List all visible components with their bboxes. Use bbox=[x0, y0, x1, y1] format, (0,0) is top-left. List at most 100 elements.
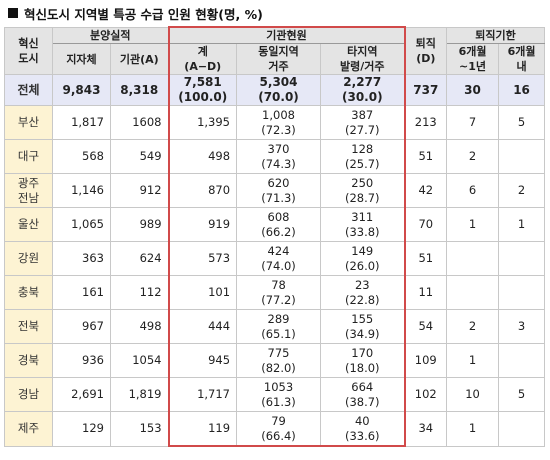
cell-agency-a: 498 bbox=[109, 309, 170, 344]
cell-same-pct: (74.0) bbox=[261, 258, 296, 273]
header-same-region-text: 동일지역 거주 bbox=[258, 45, 299, 73]
header-total-text: 계 (A−D) bbox=[184, 45, 222, 73]
cell-local-gov: 161 bbox=[52, 275, 111, 310]
header-within-six-text: 6개월 내 bbox=[507, 45, 536, 73]
cell-local-gov: 2,691 bbox=[52, 377, 111, 412]
cell-within-six bbox=[498, 139, 546, 174]
header-region-text: 혁신 도시 bbox=[18, 36, 39, 65]
cell-region: 전북 bbox=[4, 309, 53, 344]
cell-resigned: 54 bbox=[404, 309, 448, 344]
cell-region: 제주 bbox=[4, 411, 53, 447]
table-row: 울산 1,065 989 919 608 (66.2) 311 (33.8) 70 1 1 bbox=[4, 207, 546, 242]
cell-other-pct: (26.0) bbox=[344, 258, 380, 273]
cell-region: 대구 bbox=[4, 139, 53, 174]
cell-same-pct: (74.3) bbox=[261, 156, 296, 171]
total-total-val: 7,581 bbox=[183, 75, 222, 90]
cell-same-pct: (82.0) bbox=[261, 360, 296, 375]
cell-six-to-one bbox=[446, 275, 500, 310]
cell-total: 119 bbox=[167, 411, 238, 447]
cell-other-pct: (34.9) bbox=[344, 326, 380, 341]
table-row: 충북 161 112 101 78 (77.2) 23 (22.8) 11 bbox=[4, 275, 546, 310]
header-agency-a: 기관(A) bbox=[109, 43, 170, 75]
cell-six-to-one: 6 bbox=[446, 173, 500, 208]
cell-other-region: 23 (22.8) bbox=[320, 275, 406, 310]
cell-total: 919 bbox=[167, 207, 238, 242]
total-six-to-one: 30 bbox=[446, 74, 500, 106]
cell-local-gov: 936 bbox=[52, 343, 111, 378]
cell-region: 경남 bbox=[4, 377, 53, 412]
table-row: 제주 129 153 119 79 (66.4) 40 (33.6) 34 1 bbox=[4, 411, 546, 447]
total-region: 전체 bbox=[4, 74, 53, 106]
cell-agency-a: 112 bbox=[109, 275, 170, 310]
cell-other-pct: (18.0) bbox=[344, 360, 380, 375]
cell-within-six: 2 bbox=[498, 173, 546, 208]
cell-same-pct: (77.2) bbox=[261, 292, 296, 307]
cell-same-val: 78 bbox=[271, 277, 286, 292]
cell-within-six: 5 bbox=[498, 105, 546, 140]
total-total-pct: (100.0) bbox=[178, 90, 228, 104]
cell-total: 573 bbox=[167, 241, 238, 276]
cell-agency-a: 549 bbox=[109, 139, 170, 174]
cell-region: 부산 bbox=[4, 105, 53, 140]
cell-same-pct: (65.1) bbox=[261, 326, 296, 341]
table-row: 경남 2,691 1,819 1,717 1053 (61.3) 664 (38.7) 102 1… bbox=[4, 377, 546, 412]
cell-total: 498 bbox=[167, 139, 238, 174]
cell-total: 101 bbox=[167, 275, 238, 310]
cell-same-pct: (61.3) bbox=[261, 394, 296, 409]
cell-other-pct: (22.8) bbox=[344, 292, 380, 307]
cell-agency-a: 1608 bbox=[109, 105, 170, 140]
cell-other-region: 155 (34.9) bbox=[320, 309, 406, 344]
cell-total: 1,717 bbox=[167, 377, 238, 412]
table-row: 경북 936 1054 945 775 (82.0) 170 (18.0) 109 1 bbox=[4, 343, 546, 378]
cell-agency-a: 989 bbox=[109, 207, 170, 242]
cell-same-val: 608 bbox=[267, 209, 290, 224]
cell-other-region: 250 (28.7) bbox=[320, 173, 406, 208]
cell-six-to-one: 7 bbox=[446, 105, 500, 140]
cell-resigned: 51 bbox=[404, 139, 448, 174]
cell-six-to-one: 1 bbox=[446, 207, 500, 242]
cell-within-six: 1 bbox=[498, 207, 546, 242]
cell-resigned: 11 bbox=[404, 275, 448, 310]
cell-other-val: 311 bbox=[351, 209, 374, 224]
table-row: 부산 1,817 1608 1,395 1,008 (72.3) 387 (27.7) 213 7… bbox=[4, 105, 546, 140]
cell-total: 870 bbox=[167, 173, 238, 208]
cell-resigned: 213 bbox=[404, 105, 448, 140]
cell-same-val: 1053 bbox=[263, 379, 294, 394]
cell-same-region: 78 (77.2) bbox=[236, 275, 322, 310]
total-agency-a: 8,318 bbox=[109, 74, 170, 106]
total-total: 7,581 (100.0) bbox=[167, 74, 238, 106]
cell-local-gov: 967 bbox=[52, 309, 111, 344]
header-other-region: 타지역 발령/거주 bbox=[320, 43, 406, 75]
header-resign-period-group: 퇴직기한 bbox=[446, 26, 546, 44]
cell-local-gov: 1,817 bbox=[52, 105, 111, 140]
header-six-to-one-text: 6개월 ~1년 bbox=[458, 45, 487, 73]
cell-agency-a: 1054 bbox=[109, 343, 170, 378]
cell-other-region: 40 (33.6) bbox=[320, 411, 406, 447]
cell-same-region: 620 (71.3) bbox=[236, 173, 322, 208]
cell-other-val: 23 bbox=[354, 277, 370, 292]
total-same-pct: (70.0) bbox=[258, 90, 299, 104]
cell-six-to-one: 10 bbox=[446, 377, 500, 412]
cell-resigned: 51 bbox=[404, 241, 448, 276]
cell-same-region: 424 (74.0) bbox=[236, 241, 322, 276]
data-table: 혁신 도시 분양실적 기관현원 퇴직 (D) 퇴직기한 지자체 기관(A) 계 … bbox=[4, 26, 546, 447]
cell-other-val: 128 bbox=[351, 141, 374, 156]
header-total: 계 (A−D) bbox=[167, 43, 238, 75]
table-row: 광주 전남 1,146 912 870 620 (71.3) 250 (28.7) 42 6 2 bbox=[4, 173, 546, 208]
cell-same-region: 1053 (61.3) bbox=[236, 377, 322, 412]
cell-agency-a: 1,819 bbox=[109, 377, 170, 412]
total-row: 전체 9,843 8,318 7,581 (100.0) 5,304 (70.0… bbox=[4, 74, 546, 106]
cell-region: 광주 전남 bbox=[4, 173, 53, 208]
cell-other-pct: (27.7) bbox=[344, 122, 380, 137]
cell-other-region: 149 (26.0) bbox=[320, 241, 406, 276]
cell-region: 강원 bbox=[4, 241, 53, 276]
cell-local-gov: 568 bbox=[52, 139, 111, 174]
cell-same-val: 775 bbox=[267, 345, 290, 360]
cell-local-gov: 1,065 bbox=[52, 207, 111, 242]
total-within-six: 16 bbox=[498, 74, 546, 106]
table-row: 대구 568 549 498 370 (74.3) 128 (25.7) 51 2 bbox=[4, 139, 546, 174]
total-resigned: 737 bbox=[404, 74, 448, 106]
cell-resigned: 34 bbox=[404, 411, 448, 447]
square-bullet-icon bbox=[8, 8, 18, 18]
cell-same-val: 79 bbox=[271, 413, 286, 428]
